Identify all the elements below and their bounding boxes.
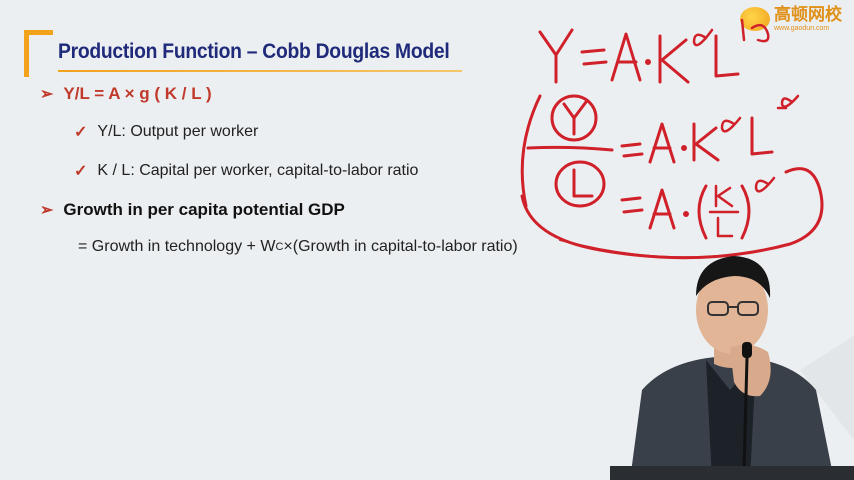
microphone [742,342,752,358]
ink-underline-stroke [559,239,721,259]
ink-Y [538,28,574,84]
bullet-capital-text: K / L: Capital per worker, capital-to-la… [97,162,419,179]
bullet-growth-gdp: ➢ Growth in per capita potential GDP [40,200,345,220]
check-icon: ✓ [74,124,88,141]
slide-title: Production Function – Cobb Douglas Model [58,40,450,63]
equation-subscript: C [275,241,284,253]
ink-K-1 [658,34,690,84]
ink-fraction-bar [526,145,614,152]
equation-suffix: ×(Growth in capital-to-labor ratio) [283,238,518,255]
check-icon: ✓ [74,163,88,180]
ink-left-bracket [520,94,542,208]
ink-close-paren [740,184,751,240]
presenter-hair [696,256,771,298]
ink-minus-alpha [776,94,800,110]
logo-url-text: www.gaodun.com [774,25,830,32]
desk [610,466,854,480]
ink-K-2 [692,122,720,162]
ink-alpha-2 [720,116,742,133]
bullet-output-text: Y/L: Output per worker [97,123,259,140]
bullet-formula-text: Y/L = A × g ( K / L ) [63,84,212,103]
ink-L-2 [572,168,594,198]
logo-chinese-text: 高顿网校 [774,5,842,24]
bullet-output-per-worker: ✓ Y/L: Output per worker [74,122,258,142]
presenter-face [696,266,768,354]
ink-A-3 [648,188,676,230]
background-triangle [800,336,854,440]
presenter-figure [610,256,854,480]
arrow-bullet-icon: ➢ [40,202,54,219]
ink-enclosing-loop [520,167,824,260]
glasses-right [737,301,759,316]
ink-K-3 [714,184,734,208]
ink-L-1 [714,34,740,78]
ink-open-paren [697,184,708,240]
ink-A-2 [648,122,676,164]
ink-dot-2 [681,145,687,151]
ink-alpha-1 [692,28,714,47]
ink-L-3 [750,116,774,156]
ink-L-4 [716,216,734,238]
ink-equals-2 [620,142,644,158]
arrow-bullet-icon: ➢ [40,86,54,103]
equation-prefix: = Growth in technology + W [78,238,276,255]
ink-A-1 [610,32,642,82]
ink-circle-Y [550,94,598,142]
title-underline [58,70,462,72]
bullet-formula: ➢ Y/L = A × g ( K / L ) [40,84,212,104]
ink-1-minus-alpha [740,18,770,43]
growth-equation: = Growth in technology + W C ×(Growth in c… [78,238,518,256]
presenter-hand [730,344,771,397]
glasses-left [707,301,729,316]
ink-Y-2 [562,100,588,136]
ink-equals-3 [620,196,644,214]
ink-equals-1 [580,48,608,66]
ink-alpha-3 [754,176,776,193]
bullet-capital-per-worker: ✓ K / L: Capital per worker, capital-to-… [74,161,418,181]
bullet-growth-text: Growth in per capita potential GDP [63,200,345,219]
microphone-cable [742,357,749,471]
ink-dot-1 [645,59,651,65]
ink-dot-3 [683,211,689,217]
ink-circle-L [554,160,606,208]
title-corner-bracket [24,30,53,77]
